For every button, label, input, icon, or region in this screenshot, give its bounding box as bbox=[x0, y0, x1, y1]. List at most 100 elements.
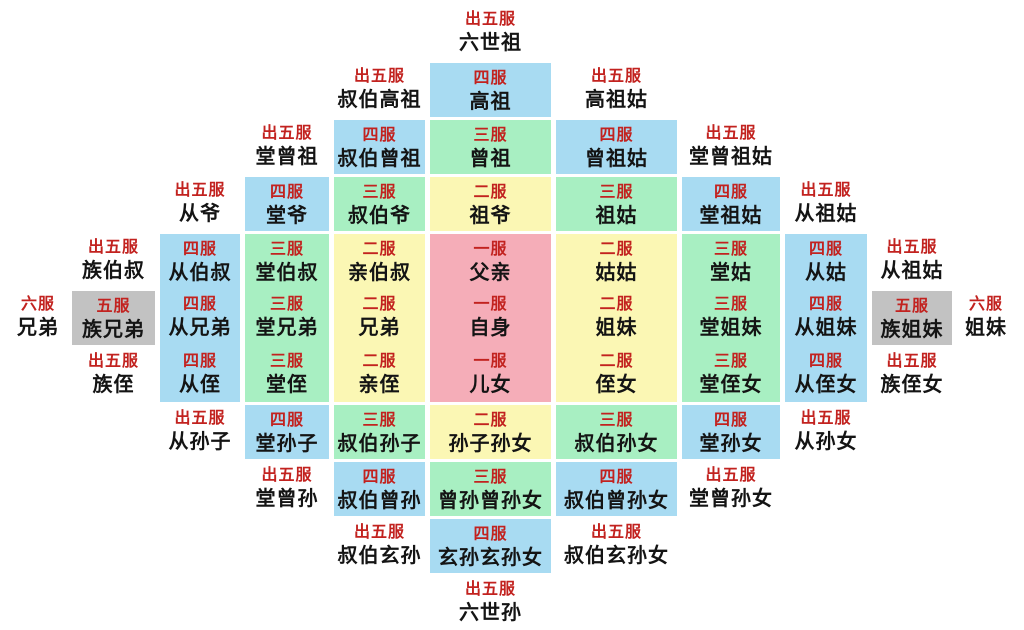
relation-name: 族伯叔 bbox=[82, 258, 145, 282]
mourning-rank-label: 四服 bbox=[362, 124, 397, 144]
relation-name: 从祖姑 bbox=[794, 201, 858, 225]
kinship-cell: 四服 堂爷 bbox=[245, 174, 329, 231]
kinship-cell: 四服 曾祖姑 bbox=[556, 117, 677, 174]
kinship-cell: 出五服 堂曾祖 bbox=[245, 117, 329, 174]
kinship-cell: 三服 曾孙曾孙女 bbox=[430, 459, 551, 516]
mourning-rank-label: 出五服 bbox=[353, 522, 405, 541]
kinship-cell: 出五服 从祖姑 bbox=[785, 174, 867, 231]
mourning-rank-label: 二服 bbox=[473, 181, 508, 201]
mourning-rank-label: 三服 bbox=[599, 181, 634, 201]
relation-name: 兄弟 bbox=[358, 315, 401, 339]
kinship-cell: 四服 叔伯曾孙 bbox=[334, 459, 425, 516]
kinship-cell: 出五服 高祖姑 bbox=[556, 60, 677, 117]
kinship-cell: 四服 从伯叔 bbox=[160, 231, 240, 288]
mourning-rank-label: 四服 bbox=[182, 351, 217, 370]
mourning-rank-label: 四服 bbox=[599, 466, 634, 486]
kinship-cell: 一服 自身 bbox=[430, 288, 551, 345]
relation-name: 兄弟 bbox=[17, 315, 59, 339]
kinship-cell: 五服 族兄弟 bbox=[72, 288, 155, 345]
kinship-cell: 出五服 堂曾孙女 bbox=[682, 459, 780, 516]
kinship-cell: 二服 姐妹 bbox=[556, 288, 677, 345]
relation-name: 叔伯玄孙女 bbox=[564, 543, 669, 567]
mourning-rank-label: 出五服 bbox=[800, 180, 852, 199]
mourning-rank-label: 四服 bbox=[362, 466, 397, 486]
mourning-rank-label: 出五服 bbox=[705, 465, 757, 484]
mourning-rank-label: 三服 bbox=[473, 124, 508, 144]
relation-name: 玄孙玄孙女 bbox=[438, 544, 543, 569]
mourning-rank-label: 四服 bbox=[808, 294, 843, 313]
mourning-rank-label: 二服 bbox=[362, 294, 397, 313]
relation-name: 祖姑 bbox=[595, 202, 638, 227]
mourning-rank-label: 出五服 bbox=[800, 408, 852, 427]
relation-name: 堂侄 bbox=[266, 372, 308, 396]
mourning-rank-label: 四服 bbox=[713, 181, 748, 201]
kinship-cell: 五服 族姐妹 bbox=[872, 288, 952, 345]
relation-name: 族姐妹 bbox=[880, 316, 944, 341]
relation-name: 高祖 bbox=[469, 88, 512, 113]
relation-name: 堂曾孙 bbox=[255, 486, 319, 510]
mourning-rank-label: 出五服 bbox=[464, 9, 516, 28]
relation-name: 姐妹 bbox=[595, 315, 638, 339]
kinship-cell: 出五服 从孙子 bbox=[160, 402, 240, 459]
relation-name: 曾祖姑 bbox=[585, 145, 648, 170]
kinship-cell: 四服 叔伯曾祖 bbox=[334, 117, 425, 174]
relation-name: 族侄女 bbox=[880, 372, 944, 396]
kinship-cell: 出五服 堂曾祖姑 bbox=[682, 117, 780, 174]
kinship-cell: 三服 叔伯孙子 bbox=[334, 402, 425, 459]
kinship-cell: 四服 堂祖姑 bbox=[682, 174, 780, 231]
relation-name: 亲侄 bbox=[358, 372, 401, 396]
kinship-cell: 一服 儿女 bbox=[430, 345, 551, 402]
relation-name: 从祖姑 bbox=[880, 258, 944, 282]
mourning-rank-label: 三服 bbox=[599, 409, 634, 429]
kinship-cell: 四服 从姑 bbox=[785, 231, 867, 288]
kinship-cell: 六服 姐妹 bbox=[957, 288, 1015, 345]
relation-name: 堂侄女 bbox=[699, 372, 763, 396]
mourning-rank-label: 四服 bbox=[182, 294, 217, 313]
relation-name: 堂孙女 bbox=[699, 430, 763, 455]
relation-name: 高祖姑 bbox=[585, 87, 648, 111]
mourning-rank-label: 出五服 bbox=[261, 465, 313, 484]
relation-name: 六世孙 bbox=[459, 600, 522, 624]
mourning-rank-label: 一服 bbox=[473, 238, 508, 258]
relation-name: 孙子孙女 bbox=[448, 430, 533, 455]
relation-name: 从爷 bbox=[179, 201, 221, 225]
relation-name: 曾孙曾孙女 bbox=[438, 487, 543, 512]
kinship-cell: 四服 高祖 bbox=[430, 60, 551, 117]
relation-name: 堂姑 bbox=[710, 259, 752, 284]
relation-name: 叔伯孙女 bbox=[574, 430, 659, 455]
mourning-rank-label: 二服 bbox=[599, 351, 634, 370]
mourning-rank-label: 六服 bbox=[20, 294, 55, 313]
mourning-rank-label: 出五服 bbox=[705, 123, 757, 142]
kinship-cell: 出五服 叔伯高祖 bbox=[334, 60, 425, 117]
mourning-rank-label: 五服 bbox=[894, 295, 929, 315]
kinship-cell: 三服 堂姑 bbox=[682, 231, 780, 288]
mourning-rank-label: 出五服 bbox=[353, 66, 405, 85]
relation-name: 从侄 bbox=[179, 372, 221, 396]
mourning-rank-label: 三服 bbox=[713, 294, 748, 313]
kinship-cell: 二服 亲侄 bbox=[334, 345, 425, 402]
mourning-rank-label: 二服 bbox=[362, 351, 397, 370]
relation-name: 叔伯玄孙 bbox=[337, 543, 422, 567]
mourning-rank-label: 二服 bbox=[599, 294, 634, 313]
kinship-cell: 出五服 从爷 bbox=[160, 174, 240, 231]
kinship-cell: 二服 亲伯叔 bbox=[334, 231, 425, 288]
relation-name: 族兄弟 bbox=[82, 316, 145, 341]
mourning-rank-label: 三服 bbox=[362, 409, 397, 429]
mourning-rank-label: 出五服 bbox=[590, 522, 642, 541]
mourning-rank-label: 出五服 bbox=[174, 180, 226, 199]
kinship-cell: 出五服 从祖姑 bbox=[872, 231, 952, 288]
mourning-rank-label: 四服 bbox=[473, 523, 508, 543]
mourning-rank-label: 出五服 bbox=[87, 351, 139, 370]
relation-name: 堂祖姑 bbox=[699, 202, 763, 227]
mourning-rank-label: 四服 bbox=[473, 67, 508, 87]
relation-name: 叔伯高祖 bbox=[337, 87, 422, 111]
relation-name: 叔伯曾孙 bbox=[337, 487, 422, 512]
relation-name: 祖爷 bbox=[469, 202, 512, 227]
mourning-rank-label: 四服 bbox=[269, 409, 304, 429]
relation-name: 儿女 bbox=[469, 372, 512, 396]
relation-name: 六世祖 bbox=[459, 30, 522, 54]
mourning-rank-label: 四服 bbox=[808, 238, 843, 258]
mourning-rank-label: 出五服 bbox=[590, 66, 642, 85]
relation-name: 叔伯孙子 bbox=[337, 430, 422, 455]
relation-name: 堂伯叔 bbox=[255, 259, 319, 284]
